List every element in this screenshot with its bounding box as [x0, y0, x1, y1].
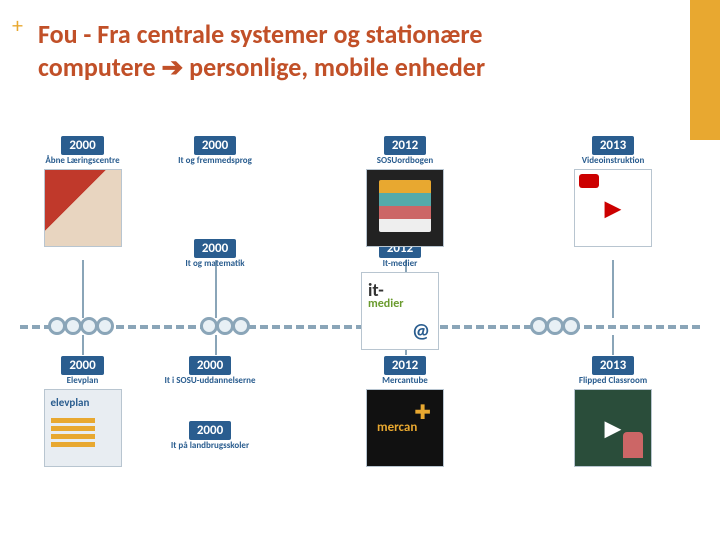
node-label: Åbne Læringscentre	[35, 156, 130, 166]
thumb-itmedier-icon: @	[361, 272, 439, 350]
thumb-video-icon	[574, 169, 652, 247]
node-label: It-medier	[345, 259, 455, 269]
connector	[82, 260, 84, 318]
year-badge: 2000	[61, 136, 103, 155]
node-label: It på landbrugsskoler	[155, 441, 265, 451]
timeline-ring	[232, 317, 250, 335]
node-label: Videoinstruktion	[558, 156, 668, 166]
thumb-phone-icon	[366, 169, 444, 247]
node-label: SOSUordbogen	[355, 156, 455, 166]
title-line2-post: personlige, mobile enheder	[183, 51, 485, 83]
year-badge: 2000	[194, 136, 236, 155]
timeline-ring	[562, 317, 580, 335]
node-sosuordbogen: 2012 SOSUordbogen	[355, 135, 455, 247]
node-itmedier-label: 2012 It-medier @	[345, 238, 455, 350]
node-mercantube: 2012 Mercantube	[355, 355, 455, 467]
connector	[612, 260, 614, 318]
timeline-ring	[96, 317, 114, 335]
year-badge: 2012	[384, 136, 426, 155]
node-fremmedsprog: 2000 It og fremmedsprog	[155, 135, 275, 166]
node-label: It og fremmedsprog	[155, 156, 275, 166]
node-landbrugsskoler: 2000 It på landbrugsskoler	[155, 420, 265, 451]
node-label: Flipped Classroom	[558, 376, 668, 386]
plus-glyph: +	[12, 12, 23, 39]
node-elevplan: 2000 Elevplan	[35, 355, 130, 467]
page-title: Fou - Fra centrale systemer og stationær…	[38, 18, 598, 83]
node-matematik: 2000 It og matematik	[160, 238, 270, 269]
node-label: Elevplan	[35, 376, 130, 386]
connector	[612, 335, 614, 355]
node-videoinstruktion: 2013 Videoinstruktion	[558, 135, 668, 247]
thumb-flipped-icon	[574, 389, 652, 467]
thumb-book-icon	[44, 169, 122, 247]
year-badge: 2013	[592, 356, 634, 375]
year-badge: 2000	[61, 356, 103, 375]
node-label: It i SOSU-uddannelserne	[155, 376, 265, 386]
node-sosu-udd: 2000 It i SOSU-uddannelserne	[155, 355, 265, 386]
node-label: Mercantube	[355, 376, 455, 386]
timeline-diagram: 2000 Åbne Læringscentre 2000 It og fremm…	[0, 130, 720, 540]
title-line1: Fou - Fra centrale systemer og stationær…	[38, 18, 482, 50]
title-line2-pre: computere	[38, 51, 162, 83]
thumb-elevplan-icon	[44, 389, 122, 467]
year-badge: 2000	[194, 239, 236, 258]
year-badge: 2012	[384, 356, 426, 375]
thumb-mercantube-icon	[366, 389, 444, 467]
arrow-icon: ➔	[162, 51, 184, 83]
connector	[82, 335, 84, 355]
node-label: It og matematik	[160, 259, 270, 269]
year-badge: 2000	[189, 421, 231, 440]
node-flipped: 2013 Flipped Classroom	[558, 355, 668, 467]
year-badge: 2000	[189, 356, 231, 375]
connector	[215, 335, 217, 355]
node-laeringscentre: 2000 Åbne Læringscentre	[35, 135, 130, 247]
accent-bar	[690, 0, 720, 140]
year-badge: 2013	[592, 136, 634, 155]
